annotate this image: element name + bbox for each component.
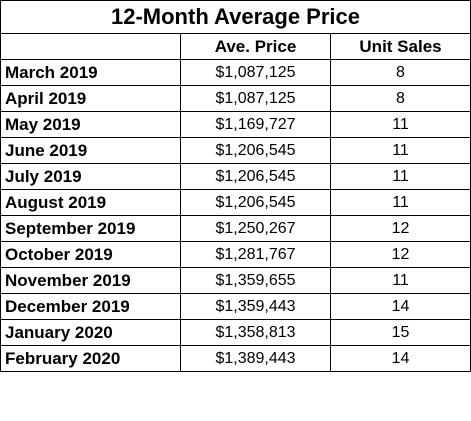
header-ave-price: Ave. Price bbox=[180, 33, 331, 60]
month-cell: July 2019 bbox=[0, 163, 181, 190]
units-cell: 11 bbox=[329, 267, 471, 294]
month-cell: June 2019 bbox=[0, 137, 181, 164]
units-cell: 14 bbox=[329, 345, 471, 372]
table-row: October 2019 $1,281,767 12 bbox=[0, 241, 471, 268]
table-row: March 2019 $1,087,125 8 bbox=[0, 59, 471, 86]
month-cell: December 2019 bbox=[0, 293, 181, 320]
month-cell: August 2019 bbox=[0, 189, 181, 216]
header-row: Ave. Price Unit Sales bbox=[0, 33, 471, 60]
table-row: September 2019 $1,250,267 12 bbox=[0, 215, 471, 242]
table-row: August 2019 $1,206,545 11 bbox=[0, 189, 471, 216]
price-cell: $1,250,267 bbox=[180, 215, 331, 242]
price-cell: $1,358,813 bbox=[180, 319, 331, 346]
units-cell: 8 bbox=[329, 59, 471, 86]
units-cell: 12 bbox=[329, 241, 471, 268]
table-row: January 2020 $1,358,813 15 bbox=[0, 319, 471, 346]
price-cell: $1,169,727 bbox=[180, 111, 331, 138]
table-row: May 2019 $1,169,727 11 bbox=[0, 111, 471, 138]
units-cell: 11 bbox=[329, 111, 471, 138]
header-month bbox=[0, 33, 181, 60]
price-cell: $1,389,443 bbox=[180, 345, 331, 372]
table-row: November 2019 $1,359,655 11 bbox=[0, 267, 471, 294]
month-cell: September 2019 bbox=[0, 215, 181, 242]
price-cell: $1,206,545 bbox=[180, 137, 331, 164]
table-row: June 2019 $1,206,545 11 bbox=[0, 137, 471, 164]
table-title: 12-Month Average Price bbox=[0, 0, 471, 34]
price-cell: $1,359,443 bbox=[180, 293, 331, 320]
units-cell: 8 bbox=[329, 85, 471, 112]
units-cell: 11 bbox=[329, 137, 471, 164]
price-table: 12-Month Average Price Ave. Price Unit S… bbox=[0, 0, 471, 372]
units-cell: 15 bbox=[329, 319, 471, 346]
units-cell: 12 bbox=[329, 215, 471, 242]
units-cell: 11 bbox=[329, 163, 471, 190]
month-cell: January 2020 bbox=[0, 319, 181, 346]
month-cell: April 2019 bbox=[0, 85, 181, 112]
header-unit-sales: Unit Sales bbox=[329, 33, 471, 60]
month-cell: October 2019 bbox=[0, 241, 181, 268]
price-cell: $1,281,767 bbox=[180, 241, 331, 268]
units-cell: 14 bbox=[329, 293, 471, 320]
price-cell: $1,087,125 bbox=[180, 59, 331, 86]
month-cell: November 2019 bbox=[0, 267, 181, 294]
month-cell: February 2020 bbox=[0, 345, 181, 372]
title-row: 12-Month Average Price bbox=[0, 0, 471, 34]
month-cell: March 2019 bbox=[0, 59, 181, 86]
month-cell: May 2019 bbox=[0, 111, 181, 138]
price-cell: $1,206,545 bbox=[180, 163, 331, 190]
price-cell: $1,087,125 bbox=[180, 85, 331, 112]
price-cell: $1,206,545 bbox=[180, 189, 331, 216]
table-row: April 2019 $1,087,125 8 bbox=[0, 85, 471, 112]
units-cell: 11 bbox=[329, 189, 471, 216]
table-row: December 2019 $1,359,443 14 bbox=[0, 293, 471, 320]
table-row: February 2020 $1,389,443 14 bbox=[0, 345, 471, 372]
price-cell: $1,359,655 bbox=[180, 267, 331, 294]
table-row: July 2019 $1,206,545 11 bbox=[0, 163, 471, 190]
